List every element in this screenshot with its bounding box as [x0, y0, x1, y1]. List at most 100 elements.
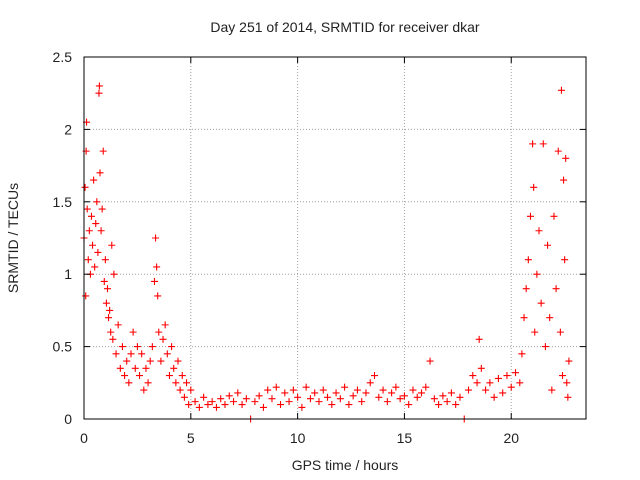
- data-point: [430, 395, 438, 403]
- data-point: [541, 343, 549, 351]
- plot-frame: [83, 56, 587, 420]
- data-point: [530, 183, 538, 191]
- data-point: [187, 386, 195, 394]
- data-point: [473, 379, 481, 387]
- y-tick-label: 1.5: [53, 194, 73, 210]
- data-point: [535, 227, 543, 235]
- data-point: [165, 372, 173, 380]
- data-point: [371, 372, 379, 380]
- data-point: [554, 147, 562, 155]
- data-point: [565, 357, 573, 365]
- data-point: [518, 350, 526, 358]
- data-point: [353, 386, 361, 394]
- data-point: [469, 372, 477, 380]
- data-point: [138, 350, 146, 358]
- data-point: [306, 395, 314, 403]
- data-point: [83, 205, 91, 213]
- data-point: [95, 89, 103, 97]
- data-point: [204, 401, 212, 409]
- chart-title: Day 251 of 2014, SRMTID for receiver dka…: [210, 19, 480, 35]
- data-point: [435, 401, 443, 409]
- data-point: [107, 328, 115, 336]
- x-tick-label: 5: [187, 430, 195, 446]
- data-point: [176, 386, 184, 394]
- data-point: [366, 379, 374, 387]
- data-point: [225, 392, 233, 400]
- data-point: [99, 147, 107, 155]
- data-point: [345, 401, 353, 409]
- data-point: [529, 140, 537, 148]
- data-point: [230, 398, 238, 406]
- data-point: [499, 389, 507, 397]
- data-point: [285, 398, 293, 406]
- data-point: [400, 392, 408, 400]
- data-point: [144, 379, 152, 387]
- data-point: [563, 379, 571, 387]
- data-point: [482, 386, 490, 394]
- data-point: [102, 299, 110, 307]
- data-point: [522, 285, 530, 293]
- data-point: [121, 372, 129, 380]
- data-point: [475, 335, 483, 343]
- data-point: [255, 392, 263, 400]
- data-point: [289, 386, 297, 394]
- x-tick-label: 20: [503, 430, 519, 446]
- data-point: [494, 374, 502, 382]
- data-point: [127, 350, 135, 358]
- data-point: [349, 392, 357, 400]
- data-point: [148, 343, 156, 351]
- axis-ticks: 0 0.5 1 1.5 2 2.5 0 5 10 15 20: [53, 49, 586, 446]
- data-point: [561, 256, 569, 264]
- data-point: [413, 393, 421, 401]
- data-point: [170, 364, 178, 372]
- data-point: [544, 241, 552, 249]
- data-point: [259, 403, 267, 411]
- data-point: [87, 212, 95, 220]
- y-tick-label: 2.5: [53, 49, 73, 65]
- data-point: [311, 389, 319, 397]
- data-point: [118, 343, 126, 351]
- data-point: [98, 205, 106, 213]
- data-point: [152, 234, 160, 242]
- data-point: [109, 335, 117, 343]
- data-point: [388, 389, 396, 397]
- x-tick-label: 10: [290, 430, 306, 446]
- data-point: [392, 383, 400, 391]
- data-point: [242, 395, 250, 403]
- y-tick-label: 0: [64, 411, 72, 427]
- data-point: [524, 256, 532, 264]
- grid: [84, 57, 586, 419]
- data-point: [89, 241, 97, 249]
- data-point: [161, 321, 169, 329]
- data-point: [159, 335, 167, 343]
- data-point: [90, 176, 98, 184]
- data-point: [447, 389, 455, 397]
- data-point: [533, 270, 541, 278]
- data-point: [405, 401, 413, 409]
- data-point: [294, 393, 302, 401]
- data-point: [512, 369, 520, 377]
- data-point: [185, 401, 193, 409]
- data-point: [174, 357, 182, 365]
- data-point: [562, 154, 570, 162]
- data-point: [375, 393, 383, 401]
- data-point: [560, 176, 568, 184]
- data-point: [315, 398, 323, 406]
- data-point: [93, 198, 101, 206]
- data-point: [91, 263, 99, 271]
- data-point: [84, 256, 92, 264]
- data-point: [439, 392, 447, 400]
- data-point: [106, 306, 114, 314]
- data-point: [142, 364, 150, 372]
- data-point: [155, 328, 163, 336]
- data-point: [178, 372, 186, 380]
- y-axis-label: SRMTID / TECUs: [5, 183, 21, 293]
- y-tick-label: 2: [64, 121, 72, 137]
- data-point: [103, 285, 111, 293]
- data-point: [379, 386, 387, 394]
- data-point: [418, 389, 426, 397]
- data-point: [221, 401, 229, 409]
- data-point: [443, 398, 451, 406]
- data-point: [238, 401, 246, 409]
